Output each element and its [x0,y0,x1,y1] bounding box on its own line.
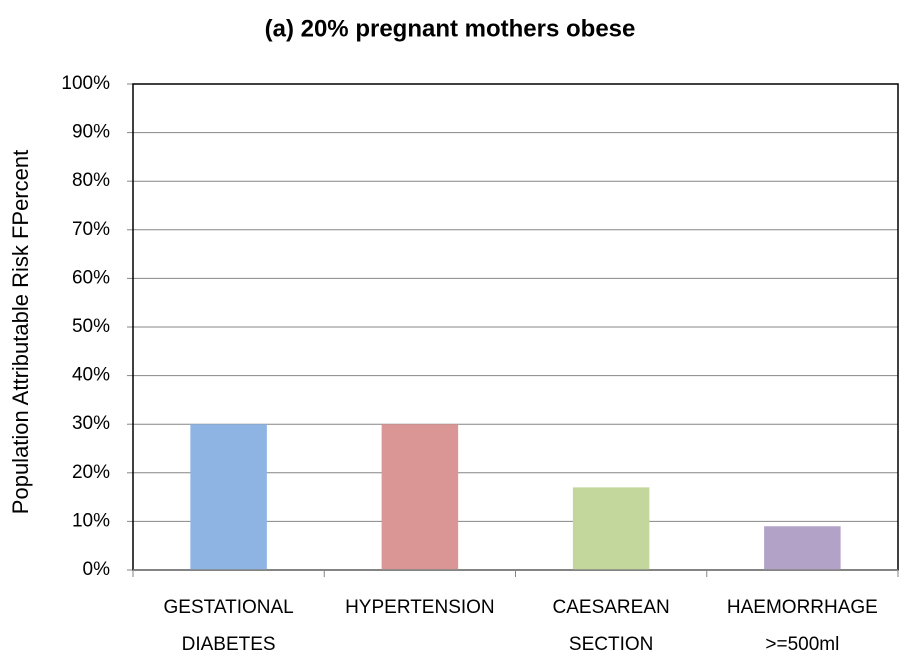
y-tick-label: 100% [61,73,110,94]
y-tick-label: 10% [72,510,110,531]
y-tick-label: 50% [72,316,110,337]
y-tick-label: 30% [72,413,110,434]
y-tick-label: 40% [72,365,110,386]
bar [764,526,841,570]
y-tick-label: 20% [72,462,110,483]
bar [190,424,267,570]
y-tick-label: 80% [72,170,110,191]
y-tick-label: 70% [72,219,110,240]
y-tick-label: 0% [83,559,111,580]
x-tick-label: CAESAREAN SECTION [553,597,670,655]
bar [572,487,650,570]
bar [381,424,459,570]
x-tick-label: HYPERTENSION [345,597,495,618]
x-tick-label: HAEMORRHAGE >=500ml [727,597,878,655]
y-tick-label: 90% [72,122,110,143]
y-axis-label: Population Attributable Risk FPercent [8,150,33,514]
y-tick-label: 60% [72,267,110,288]
chart-title: (a) 20% pregnant mothers obese [265,15,636,42]
x-tick-label: GESTATIONAL DIABETES [164,597,294,655]
